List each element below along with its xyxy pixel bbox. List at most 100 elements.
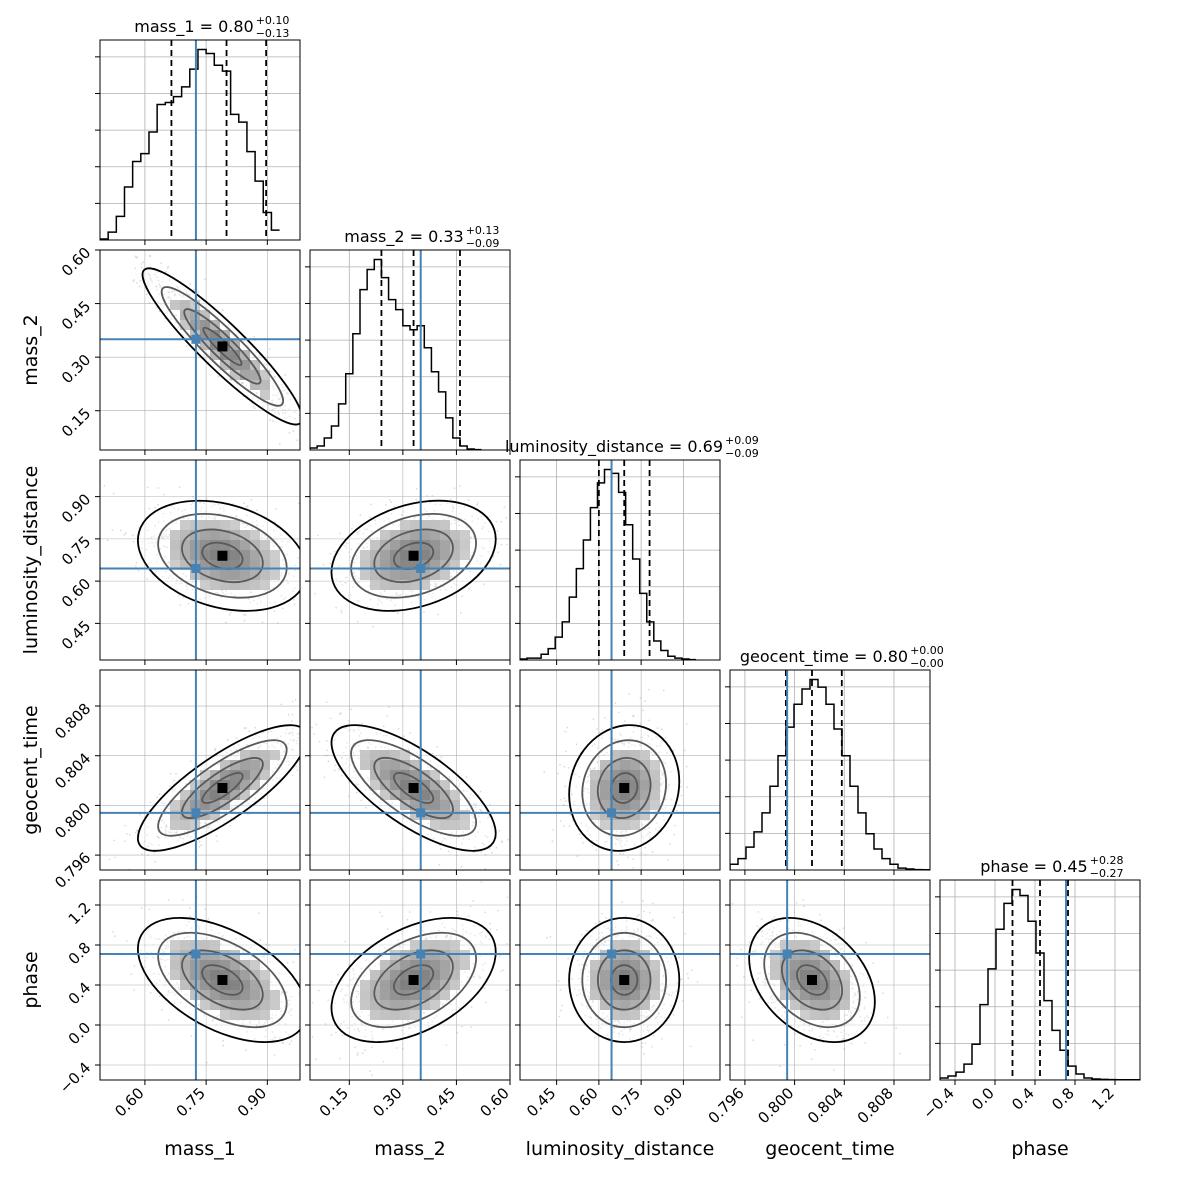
- x-tick-label: 0.8: [1048, 1084, 1078, 1114]
- panel-frame: [99, 39, 301, 241]
- x-tick-label: 0.796: [705, 1084, 748, 1127]
- x-tick-label: 0.800: [754, 1084, 797, 1127]
- panel-geocent_time-vs-phase: [730, 880, 930, 1080]
- histogram-luminosity_distance: [520, 468, 697, 660]
- y-tick-label: −0.4: [56, 1059, 94, 1097]
- hist-title-mass_2: mass_2 = 0.33: [344, 227, 463, 247]
- contour-level-2: [350, 931, 477, 1029]
- panel-mass_2-vs-geocent_time: [310, 670, 510, 870]
- truth-marker: [607, 949, 617, 959]
- panel-frame: [729, 669, 931, 871]
- y-axis-label: luminosity_distance: [20, 466, 42, 655]
- contour-level-0: [201, 964, 244, 996]
- x-axis-label: luminosity_distance: [526, 1138, 715, 1160]
- panel-frame: [99, 249, 301, 451]
- hist-panel-geocent_time: geocent_time = 0.80 +0.00−0.00: [725, 644, 944, 875]
- x-axis-label: phase: [1011, 1138, 1068, 1160]
- y-tick-label: 0.796: [51, 849, 94, 892]
- contour-level-2: [350, 739, 478, 837]
- y-tick-label: 0.800: [51, 799, 94, 842]
- x-tick-label: 0.45: [523, 1084, 559, 1120]
- density-peak: [408, 975, 419, 985]
- y-tick-label: 0.45: [58, 617, 94, 653]
- hist-title-mass_1: mass_1 = 0.80: [134, 17, 253, 37]
- panel-frame: [99, 669, 301, 871]
- tick-marks: [515, 705, 684, 875]
- contour-level-0: [201, 772, 244, 804]
- panel-frame: [99, 879, 301, 1081]
- y-axis-luminosity_distance: 0.45 0.60 0.75 0.90 luminosity_distance: [20, 466, 94, 655]
- panel-frame: [939, 879, 1141, 1081]
- y-tick-label: 1.2: [65, 899, 95, 929]
- x-tick-label: 0.60: [111, 1084, 147, 1120]
- tick-marks: [95, 904, 268, 1085]
- contour-level-2: [581, 739, 668, 837]
- hist-title-lower-error: −0.27: [1090, 867, 1124, 880]
- hist-title-upper-error: +0.13: [466, 224, 500, 237]
- tick-marks: [95, 496, 268, 665]
- panel-mass_1-vs-mass_2: [100, 250, 300, 450]
- x-axis-label: mass_1: [164, 1138, 236, 1160]
- contour-level-1: [181, 757, 264, 819]
- panel-luminosity_distance-vs-phase: [520, 880, 720, 1080]
- density-peak: [217, 975, 228, 985]
- contour-level-2: [581, 931, 668, 1029]
- x-tick-label: 0.90: [650, 1084, 686, 1120]
- y-tick-label: 0.804: [51, 749, 94, 792]
- contour-level-2: [160, 286, 285, 407]
- density-peak: [217, 783, 228, 794]
- density-peak: [408, 550, 419, 561]
- x-tick-label: 0.808: [854, 1084, 897, 1127]
- panel-frame: [519, 879, 721, 1081]
- panel-mass_2-vs-phase: [310, 880, 510, 1080]
- histogram-mass_2: [310, 258, 482, 450]
- histogram-geocent_time: [730, 678, 930, 870]
- contour-level-1: [373, 949, 454, 1011]
- contour-level-1: [373, 757, 454, 819]
- panel-frame: [729, 879, 931, 1081]
- y-axis-geocent_time: 0.796 0.800 0.804 0.808 geocent_time: [20, 700, 94, 892]
- density-peak: [619, 975, 630, 985]
- x-tick-label: 0.75: [173, 1084, 209, 1120]
- truth-marker: [416, 563, 426, 573]
- truth-marker: [416, 808, 426, 818]
- y-axis-label: mass_2: [20, 314, 42, 386]
- hist-title-upper-error: +0.10: [256, 14, 290, 27]
- x-tick-label: 0.0: [968, 1084, 998, 1114]
- hist-panel-phase: phase = 0.45 +0.28−0.27: [935, 854, 1141, 1085]
- y-tick-label: 0.0: [65, 1019, 95, 1049]
- truth-marker: [191, 563, 201, 573]
- histogram-phase: [940, 888, 1140, 1080]
- contour-level-1: [597, 949, 652, 1011]
- y-axis-mass_2: 0.15 0.30 0.45 0.60 mass_2: [20, 244, 94, 441]
- contour-level-0: [393, 964, 435, 996]
- contour-level-1: [181, 949, 264, 1011]
- y-tick-label: 0.75: [58, 533, 94, 569]
- panel-frame: [519, 669, 721, 871]
- tick-marks: [305, 496, 511, 665]
- hist-title-phase: phase = 0.45: [980, 857, 1087, 876]
- x-axis-mass_1: 0.60 0.75 0.90 mass_1: [111, 1084, 270, 1160]
- y-tick-label: 0.30: [58, 351, 94, 387]
- x-tick-label: 0.30: [369, 1084, 405, 1120]
- tick-marks: [95, 249, 268, 455]
- contour-level-2: [763, 931, 861, 1029]
- tick-marks: [95, 705, 268, 875]
- contour-level-0: [796, 964, 828, 996]
- panel-frame: [519, 459, 721, 661]
- panel-mass_1-vs-geocent_time: [100, 670, 300, 870]
- hist-title-lower-error: −0.09: [466, 237, 500, 250]
- contour-level-2: [157, 512, 288, 599]
- density-peak: [408, 783, 419, 794]
- x-tick-label: −0.4: [919, 1084, 957, 1122]
- panel-frame: [309, 879, 511, 1081]
- x-axis-luminosity_distance: 0.45 0.60 0.75 0.90 luminosity_distance: [523, 1084, 714, 1160]
- tick-marks: [305, 705, 511, 875]
- y-axis-label: geocent_time: [20, 705, 42, 834]
- x-tick-label: 0.60: [565, 1084, 601, 1120]
- panel-frame: [99, 459, 301, 661]
- truth-marker: [191, 334, 201, 344]
- y-tick-label: 0.45: [58, 297, 94, 333]
- y-tick-label: 0.90: [58, 490, 94, 526]
- y-tick-label: 0.15: [58, 404, 94, 440]
